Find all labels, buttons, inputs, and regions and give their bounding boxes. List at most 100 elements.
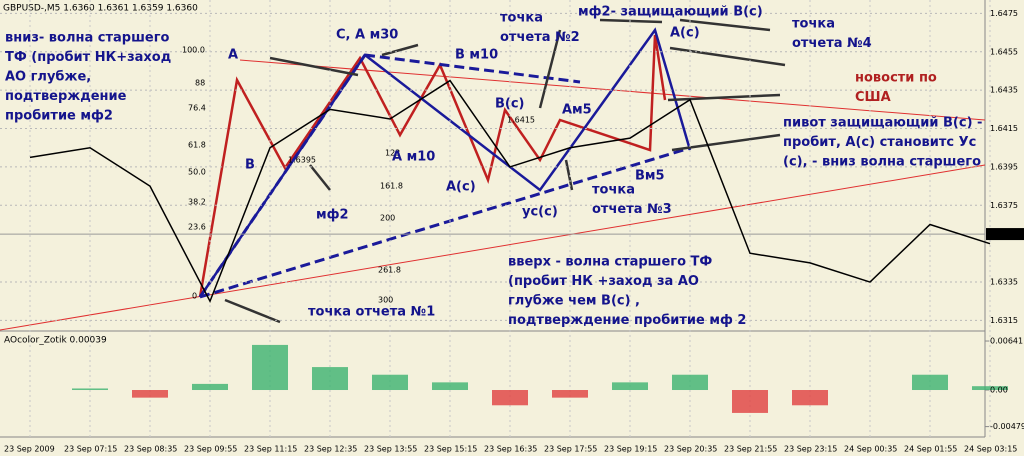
y-tick-label: 1.6455 [990, 47, 1018, 56]
y-tick-label: 1.6415 [990, 124, 1018, 133]
annotation: точка [792, 17, 835, 32]
annotation: A(c) [446, 180, 476, 195]
annotation: АО глубже, [5, 70, 91, 85]
annotation: A [228, 48, 238, 63]
osc-tick-label: 0.00 [990, 386, 1008, 395]
osc-bar [432, 382, 468, 391]
fib-label: 123 [385, 149, 400, 158]
y-tick-label: 1.6315 [990, 316, 1018, 325]
annotation: B м10 [455, 48, 498, 63]
x-tick-label: 24 Sep 01:55 [904, 445, 957, 454]
annotation: вверх - волна старшего ТФ [508, 255, 712, 270]
annotation: точка отчета №1 [308, 305, 435, 320]
last-price-label: 1.6360 [990, 230, 1018, 239]
x-tick-label: 23 Sep 09:55 [184, 445, 237, 454]
annotation: A м10 [392, 150, 435, 165]
annotation: подтверждение пробитие мф 2 [508, 313, 746, 328]
x-tick-label: 23 Sep 21:55 [724, 445, 777, 454]
annotation: мф2 [316, 208, 349, 223]
osc-tick-label: 0.00641 [990, 337, 1023, 346]
fib-label: 61.8 [188, 141, 206, 150]
osc-tick-label: -0.00479 [990, 422, 1024, 431]
grid [0, 0, 991, 437]
fib-label: 50.0 [188, 168, 206, 177]
annotation: ТФ (пробит НК+заход [5, 50, 171, 65]
osc-bar [552, 390, 588, 398]
price-line [29, 79, 991, 304]
osc-bar [312, 367, 348, 391]
x-tick-label: 23 Sep 07:15 [64, 445, 117, 454]
fib-label: 100.0 [182, 46, 205, 55]
fib-label: 76.4 [188, 104, 206, 113]
annotation: глубже чем В(с) , [508, 294, 640, 309]
osc-bar [612, 382, 648, 391]
x-tick-label: 23 Sep 16:35 [484, 445, 537, 454]
fib-label: 161.8 [380, 182, 403, 191]
last-price-box [986, 228, 1024, 241]
annotation: вниз- волна старшего [5, 31, 169, 46]
annotation: (пробит НК +заход за АО [508, 274, 699, 289]
annotation: отчета №3 [592, 202, 672, 217]
fib-label: 261.8 [378, 266, 401, 275]
osc-bar [372, 374, 408, 391]
fib-label: 23.6 [188, 223, 206, 232]
fib-label: 88 [195, 79, 205, 88]
x-tick-label: 23 Sep 17:55 [544, 445, 597, 454]
annotation: новости по [855, 71, 937, 86]
osc-bar [192, 383, 228, 391]
osc-bar [72, 388, 108, 391]
fib-label: 38.2 [188, 198, 206, 207]
annotation: отчета №2 [500, 30, 580, 45]
osc-bar [492, 390, 528, 406]
annotation: США [855, 90, 891, 105]
annotation: точка [592, 183, 635, 198]
header: GBPUSD-,M5 1.6360 1.6361 1.6359 1.6360 [3, 4, 198, 14]
fib-label: 0 [192, 292, 197, 301]
x-tick-label: 23 Sep 19:15 [604, 445, 657, 454]
osc-bar [252, 344, 288, 391]
labels: 1.6475 1.6455 1.6435 1.6415 1.6395 1.6375 1.63… [4, 5, 1024, 454]
y-tick-label: 1.6375 [990, 201, 1018, 210]
osc-bar [132, 390, 168, 398]
fib-label: 1.6415 [507, 116, 535, 125]
annotation: подтверждение [5, 89, 127, 104]
osc-bar [792, 390, 828, 406]
x-tick-label: 23 Sep 15:15 [424, 445, 477, 454]
annotation: точка [500, 11, 543, 26]
annotation: отчета №4 [792, 36, 872, 51]
osc-bar [972, 386, 1008, 391]
y-tick-label: 1.6475 [990, 9, 1018, 18]
x-tick-label: 23 Sep 11:15 [244, 445, 297, 454]
annotation: B [245, 158, 255, 173]
fib-label: 300 [378, 296, 393, 305]
x-tick-label: 24 Sep 00:35 [844, 445, 897, 454]
oscillator-title: AOcolor_Zotik 0.00039 [4, 336, 107, 346]
osc-bar [912, 374, 948, 391]
annotation: C, A м30 [336, 28, 398, 43]
x-tick-label: 24 Sep 03:15 [964, 445, 1017, 454]
fib-label: 1.6395 [288, 156, 316, 165]
annotation: Вм5 [635, 169, 665, 184]
x-tick-label: 23 Sep 12:35 [304, 445, 357, 454]
x-tick-label: 23 Sep 20:35 [664, 445, 717, 454]
x-tick-label: 23 Sep 23:15 [784, 445, 837, 454]
annotation: пивот защищающий В(с) - [783, 116, 982, 131]
annotation: A(c) [670, 26, 700, 41]
annotation: пробитие мф2 [5, 109, 113, 124]
annotation: (с), - вниз волна старшего [783, 155, 981, 170]
annotation: пробит, А(с) становитс Ус [783, 135, 976, 150]
osc-bar [672, 374, 708, 391]
annotation: B(c) [495, 97, 525, 112]
fib-label: 200 [380, 214, 395, 223]
annotation: мф2- защищающий В(с) [578, 5, 763, 20]
x-tick-label: 23 Sep 08:35 [124, 445, 177, 454]
y-tick-label: 1.6435 [990, 86, 1018, 95]
oscillator [72, 344, 1008, 413]
y-tick-label: 1.6335 [990, 278, 1018, 287]
price [29, 79, 991, 304]
osc-bar [732, 390, 768, 413]
annotation: ус(с) [522, 205, 558, 220]
x-tick-label: 23 Sep 13:55 [364, 445, 417, 454]
